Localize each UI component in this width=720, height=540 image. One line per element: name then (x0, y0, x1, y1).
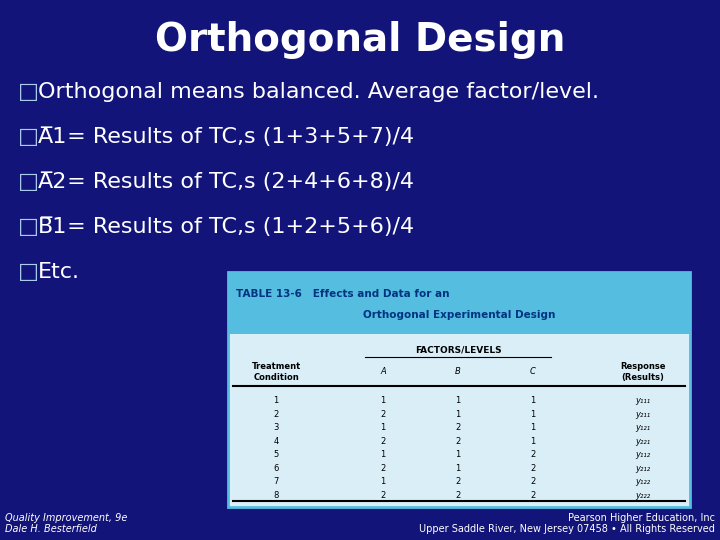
Text: 2: 2 (380, 437, 386, 445)
Text: 8: 8 (274, 491, 279, 500)
Text: y₂₂₂: y₂₂₂ (636, 491, 651, 500)
Text: 1: 1 (455, 410, 461, 418)
Text: 1: 1 (531, 423, 536, 432)
Text: 2: 2 (274, 410, 279, 418)
Text: □: □ (18, 82, 39, 102)
Text: 1: 1 (455, 396, 461, 405)
Text: 1: 1 (380, 477, 386, 486)
Text: = Results of TC,s (1+2+5+6)/4: = Results of TC,s (1+2+5+6)/4 (60, 217, 414, 237)
Text: A̅2: A̅2 (38, 172, 68, 192)
Text: 2: 2 (380, 464, 386, 472)
Text: 1: 1 (455, 450, 461, 459)
Bar (228, 334, 690, 507)
Text: A̅1: A̅1 (38, 127, 68, 147)
Text: 2: 2 (531, 450, 536, 459)
Text: 3: 3 (274, 423, 279, 432)
Text: B̅1: B̅1 (38, 217, 68, 237)
Text: C: C (530, 368, 536, 376)
Bar (228, 272, 690, 334)
Text: y₁₂₂: y₁₂₂ (636, 477, 651, 486)
Text: y₂₁₂: y₂₁₂ (636, 464, 651, 472)
Text: 1: 1 (531, 437, 536, 445)
Text: 1: 1 (531, 410, 536, 418)
Text: 2: 2 (380, 410, 386, 418)
Text: 2: 2 (531, 477, 536, 486)
Text: 1: 1 (380, 450, 386, 459)
Text: = Results of TC,s (1+3+5+7)/4: = Results of TC,s (1+3+5+7)/4 (60, 127, 414, 147)
Text: B: B (455, 368, 461, 376)
Text: Treatment
Condition: Treatment Condition (251, 362, 301, 382)
Text: Orthogonal means balanced. Average factor/level.: Orthogonal means balanced. Average facto… (38, 82, 599, 102)
Text: □: □ (18, 262, 39, 282)
Text: 2: 2 (455, 423, 461, 432)
Text: Response
(Results): Response (Results) (620, 362, 666, 382)
Text: y₁₁₂: y₁₁₂ (636, 450, 651, 459)
Text: y₂₁₁: y₂₁₁ (636, 410, 651, 418)
Text: □: □ (18, 172, 39, 192)
Text: 5: 5 (274, 450, 279, 459)
Text: TABLE 13-6   Effects and Data for an: TABLE 13-6 Effects and Data for an (236, 289, 449, 299)
Text: 2: 2 (380, 491, 386, 500)
Text: Pearson Higher Education, Inc: Pearson Higher Education, Inc (568, 513, 715, 523)
Text: 1: 1 (531, 396, 536, 405)
Text: FACTORS/LEVELS: FACTORS/LEVELS (415, 346, 501, 354)
Text: 2: 2 (455, 491, 461, 500)
Text: 1: 1 (455, 464, 461, 472)
Text: A: A (380, 368, 386, 376)
Text: 1: 1 (274, 396, 279, 405)
Text: Etc.: Etc. (38, 262, 80, 282)
Text: 1: 1 (380, 396, 386, 405)
Text: y₂₂₁: y₂₂₁ (636, 437, 651, 445)
Text: 1: 1 (380, 423, 386, 432)
Text: 4: 4 (274, 437, 279, 445)
Text: Upper Saddle River, New Jersey 07458 • All Rights Reserved: Upper Saddle River, New Jersey 07458 • A… (419, 524, 715, 534)
Text: 2: 2 (531, 464, 536, 472)
Text: Dale H. Besterfield: Dale H. Besterfield (5, 524, 97, 534)
Text: y₁₁₁: y₁₁₁ (636, 396, 651, 405)
Text: Quality Improvement, 9e: Quality Improvement, 9e (5, 513, 127, 523)
Text: □: □ (18, 217, 39, 237)
Text: 7: 7 (274, 477, 279, 486)
Text: y₁₂₁: y₁₂₁ (636, 423, 651, 432)
Text: 2: 2 (455, 477, 461, 486)
Bar (228, 272, 690, 507)
Text: 6: 6 (274, 464, 279, 472)
Text: 2: 2 (531, 491, 536, 500)
Text: Orthogonal Design: Orthogonal Design (155, 21, 565, 59)
Text: = Results of TC,s (2+4+6+8)/4: = Results of TC,s (2+4+6+8)/4 (60, 172, 414, 192)
Text: 2: 2 (455, 437, 461, 445)
Text: □: □ (18, 127, 39, 147)
Text: Orthogonal Experimental Design: Orthogonal Experimental Design (363, 310, 555, 320)
